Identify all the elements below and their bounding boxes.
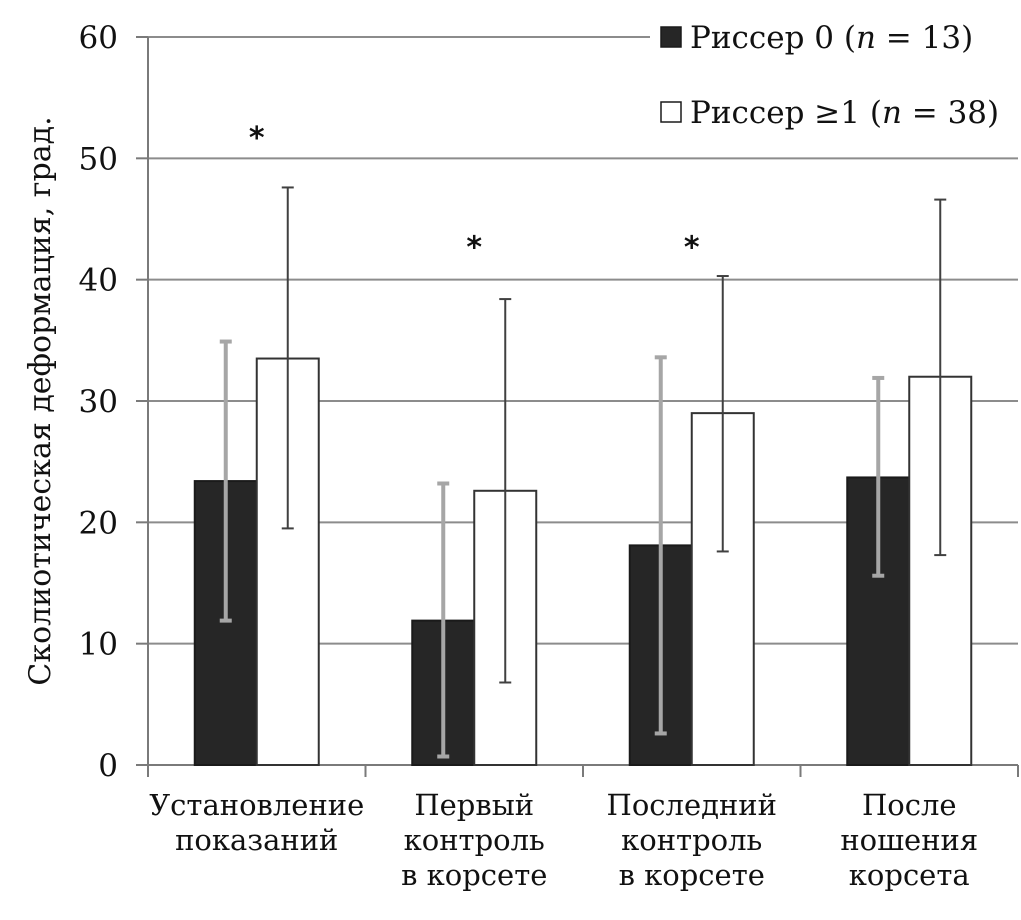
y-tick-label: 0 bbox=[98, 748, 118, 784]
y-tick-label: 30 bbox=[79, 384, 118, 420]
y-tick-label: 40 bbox=[79, 263, 118, 299]
legend-background bbox=[650, 10, 1021, 135]
y-tick-label: 20 bbox=[79, 505, 118, 541]
significance-star: * bbox=[684, 230, 700, 265]
significance-star: * bbox=[249, 121, 265, 156]
legend-label-0: Риссер 0 (n = 13) bbox=[690, 20, 973, 56]
x-tick-label: Установление bbox=[149, 788, 364, 822]
y-tick-label: 60 bbox=[79, 20, 118, 56]
x-tick-label: в корсете bbox=[401, 858, 547, 892]
y-tick-label: 50 bbox=[79, 141, 118, 177]
legend-swatch-1 bbox=[660, 101, 682, 123]
x-tick-label: контроль bbox=[621, 823, 762, 857]
y-axis-title: Сколиотическая деформация, град. bbox=[23, 116, 58, 685]
bars bbox=[193, 357, 973, 767]
legend-swatch-0 bbox=[660, 26, 682, 48]
legend-label-1: Риссер ≥1 (n = 38) bbox=[690, 95, 999, 131]
axes: 0 10 20 30 40 50 60 bbox=[79, 20, 1019, 784]
significance-star: * bbox=[466, 230, 482, 265]
x-tick-label: показаний bbox=[175, 823, 338, 857]
x-tick-label: Первый bbox=[414, 788, 534, 822]
legend: Риссер 0 (n = 13) Риссер ≥1 (n = 38) bbox=[650, 10, 1021, 135]
x-tick-label: в корсете bbox=[619, 858, 765, 892]
x-tick-label: ношения bbox=[840, 823, 978, 857]
x-tick-label: После bbox=[862, 788, 957, 822]
x-tick-label: контроль bbox=[404, 823, 545, 857]
x-tick-label: корсета bbox=[849, 858, 970, 892]
labels: Сколиотическая деформация, град. Установл… bbox=[23, 116, 978, 892]
error-bars bbox=[219, 186, 947, 759]
x-tick-label: Последний bbox=[607, 788, 777, 822]
y-tick-label: 10 bbox=[79, 627, 118, 663]
